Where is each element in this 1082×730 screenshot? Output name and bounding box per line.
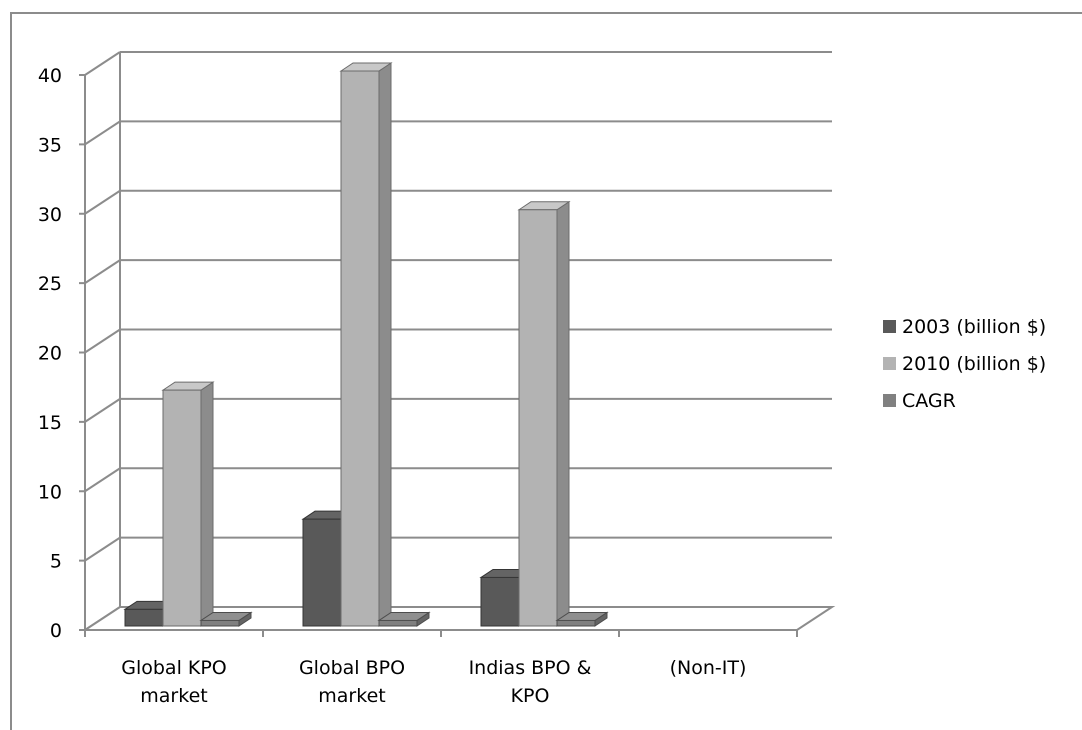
gridline-side: [84, 120, 121, 146]
bar: [340, 70, 380, 627]
y-tick-label: 30: [38, 204, 62, 226]
bar: [124, 608, 164, 627]
y-tick-label: 35: [38, 134, 62, 156]
bar-side: [200, 381, 214, 627]
gridline-side: [84, 189, 121, 215]
gridline-side: [84, 259, 121, 284]
legend-swatch: [883, 357, 896, 370]
legend-label: 2003 (billion $): [902, 316, 1046, 338]
legend-label: CAGR: [902, 390, 956, 412]
y-tick-label: 5: [50, 551, 62, 573]
legend-swatch: [883, 394, 896, 407]
gridline-side: [84, 536, 121, 562]
y-tick-label: 40: [38, 65, 62, 87]
y-tick-label: 15: [38, 412, 62, 434]
y-tick-label: 25: [38, 273, 62, 295]
y-tick-label: 0: [50, 620, 62, 642]
x-tick-label: Global KPO: [121, 657, 227, 679]
bar: [518, 209, 558, 627]
x-tick-label: Indias BPO &: [469, 657, 592, 679]
bar: [556, 619, 596, 627]
gridline-side: [84, 398, 121, 423]
bar: [378, 619, 418, 627]
x-tick-label: Global BPO: [299, 657, 405, 679]
x-tick-label: market: [318, 685, 385, 707]
bar-side: [556, 200, 570, 627]
gridline-side: [84, 467, 121, 493]
y-tick-label: 20: [38, 343, 62, 365]
x-tick-label: market: [140, 685, 207, 707]
bar-side: [378, 62, 392, 627]
x-tick-label: (Non-IT): [670, 657, 747, 679]
bar: [480, 576, 520, 627]
gridline-side: [84, 51, 121, 76]
bar: [200, 619, 240, 627]
gridline-side: [84, 328, 121, 354]
bar: [302, 518, 342, 627]
legend-label: 2010 (billion $): [902, 353, 1046, 375]
bar: [162, 389, 202, 627]
legend-swatch: [883, 320, 896, 333]
y-tick-label: 10: [38, 481, 62, 503]
x-tick-label: KPO: [511, 685, 550, 707]
